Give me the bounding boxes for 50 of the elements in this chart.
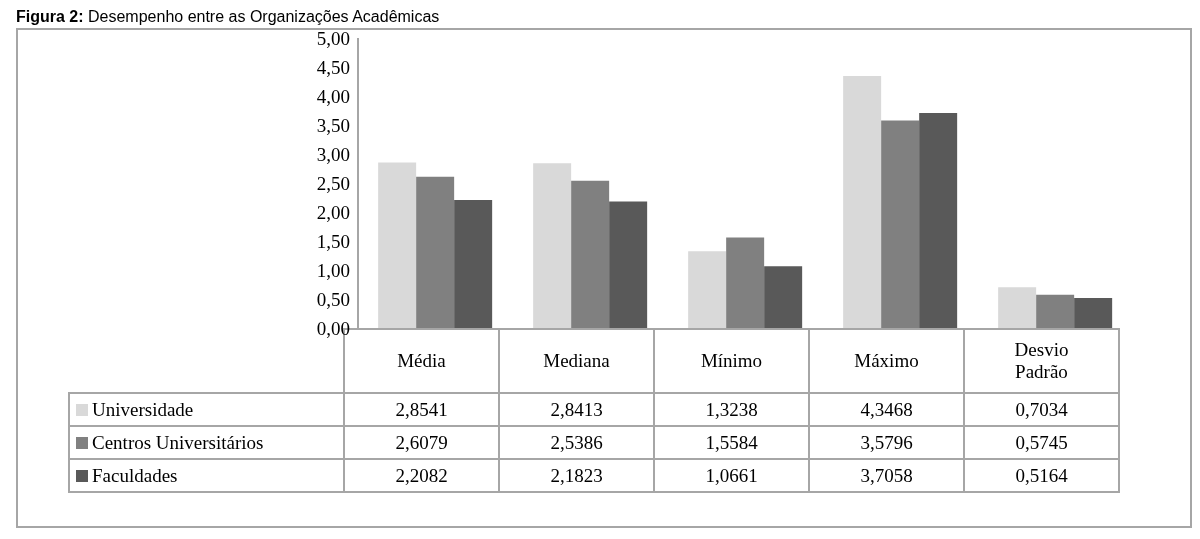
y-tick-label: 1,50: [316, 230, 350, 252]
bar: [726, 237, 765, 328]
data-label: 0,5745: [964, 426, 1119, 459]
bar: [1036, 294, 1075, 328]
y-tick-label: 3,50: [316, 114, 350, 136]
x-tick-label: Desvio Padrão: [964, 329, 1119, 393]
y-tick-label: 1,00: [316, 259, 350, 281]
y-tick-label: 5,00: [316, 27, 350, 49]
bar: [881, 120, 920, 328]
y-tick-label: 4,00: [316, 85, 350, 107]
chart-title: Figura 2: Desempenho entre as Organizações Acadêmicas: [16, 8, 440, 26]
legend-label: Universidade: [69, 393, 344, 426]
data-label: 3,5796: [809, 426, 964, 459]
bar: [998, 287, 1037, 328]
x-tick-label: Mínimo: [654, 329, 809, 393]
data-label: 1,5584: [654, 426, 809, 459]
bar: [416, 176, 455, 328]
data-label: 1,3238: [654, 393, 809, 426]
y-tick-label: 2,00: [316, 201, 350, 223]
data-label: 1,0661: [654, 459, 809, 492]
data-label: 0,7034: [964, 393, 1119, 426]
x-tick-label: Média: [397, 350, 446, 371]
legend-label: Centros Universitários: [69, 426, 344, 459]
data-label: 2,1823: [499, 459, 654, 492]
y-tick-label: 0,00: [316, 317, 350, 339]
legend-label: Faculdades: [69, 459, 344, 492]
bar: [688, 251, 727, 328]
bar: [609, 201, 648, 328]
x-tick-label: Mediana: [499, 329, 654, 393]
bar: [571, 180, 610, 328]
bar: [843, 75, 882, 328]
data-label: 0,5164: [964, 459, 1119, 492]
bar: [1074, 298, 1113, 328]
bar: [378, 162, 417, 328]
data-label: 2,8413: [499, 393, 654, 426]
data-label: 2,2082: [344, 459, 499, 492]
bar: [533, 163, 572, 328]
data-label: 3,7058: [809, 459, 964, 492]
data-label: 2,8541: [344, 393, 499, 426]
y-tick-label: 4,50: [316, 56, 350, 78]
y-tick-label: 3,00: [316, 143, 350, 165]
y-tick-label: 2,50: [316, 172, 350, 194]
y-tick-label: 0,50: [316, 288, 350, 310]
data-label: 2,6079: [344, 426, 499, 459]
data-label: 4,3468: [809, 393, 964, 426]
data-label: 2,5386: [499, 426, 654, 459]
bar: [454, 199, 493, 328]
bar: [919, 113, 958, 328]
x-tick-label: Máximo: [809, 329, 964, 393]
bar: [764, 266, 803, 328]
